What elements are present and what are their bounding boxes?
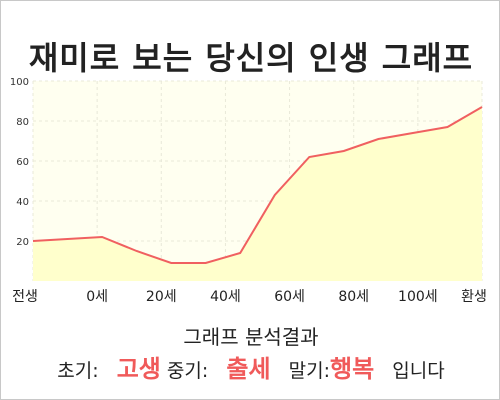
early-label: 초기: xyxy=(57,360,99,382)
x-tick-label: 환생 xyxy=(461,289,487,305)
late-value: 행복 xyxy=(330,355,375,383)
life-line xyxy=(32,106,483,264)
life-graph-chart: 20 40 60 80 100 전생 0세 20세 40세 60세 80세 100세 환생 xyxy=(10,77,487,305)
late-label: 말기: xyxy=(288,360,331,382)
y-tick-label: 60 xyxy=(16,157,29,168)
x-tick-label: 전생 xyxy=(12,289,38,305)
result-suffix: 입니다 xyxy=(392,360,445,382)
y-tick-label: 20 xyxy=(16,237,29,248)
life-area xyxy=(33,107,482,281)
result-summary: 초기: 고생 중기: 출세 말기:행복 입니다 xyxy=(1,349,500,384)
x-tick-label: 0세 xyxy=(86,289,108,305)
x-tick-label: 100세 xyxy=(398,289,438,305)
early-value: 고생 xyxy=(116,355,161,383)
chart-title: 재미로 보는 당신의 인생 그래프 xyxy=(28,39,474,77)
y-tick-label: 80 xyxy=(16,117,29,128)
mid-value: 출세 xyxy=(226,355,271,383)
x-tick-label: 20세 xyxy=(146,289,177,305)
y-axis: 20 40 60 80 100 xyxy=(10,77,29,248)
mid-label: 중기: xyxy=(166,360,209,382)
y-tick-label: 40 xyxy=(16,197,29,208)
result-heading: 그래프 분석결과 xyxy=(183,325,319,349)
x-axis: 전생 0세 20세 40세 60세 80세 100세 환생 xyxy=(12,289,487,305)
y-tick-label: 100 xyxy=(10,77,29,88)
x-tick-label: 40세 xyxy=(210,289,241,305)
x-tick-label: 80세 xyxy=(338,289,369,305)
x-tick-label: 60세 xyxy=(274,289,305,305)
